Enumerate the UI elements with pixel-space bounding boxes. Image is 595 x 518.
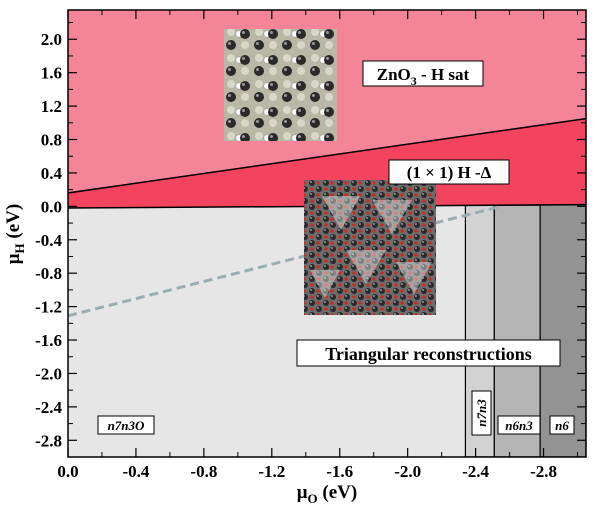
y-tick-label: 1.6 bbox=[41, 64, 62, 83]
x-tick-label: -2.8 bbox=[530, 462, 557, 481]
x-tick-label: -2.0 bbox=[394, 462, 421, 481]
x-tick-label: -2.4 bbox=[462, 462, 489, 481]
y-tick-label: 2.0 bbox=[41, 30, 62, 49]
label-n7n3O-text: n7n3O bbox=[108, 418, 145, 433]
label-zno3-h-sat: ZnO3 - H sat bbox=[362, 60, 484, 88]
label-n7n3O: n7n3O bbox=[97, 415, 155, 435]
y-tick-label: -2.8 bbox=[35, 431, 62, 450]
label-triangular: Triangular reconstructions bbox=[296, 339, 561, 367]
x-tick-label: -1.2 bbox=[258, 462, 285, 481]
y-tick-label: 0.8 bbox=[41, 131, 62, 150]
y-tick-label: -2.0 bbox=[35, 364, 62, 383]
label-zno3-h-sat-text: ZnO3 - H sat bbox=[377, 65, 470, 88]
label-h-delta: (1 × 1) H -Δ bbox=[388, 159, 510, 185]
y-axis-title: μH (eV) bbox=[3, 204, 27, 264]
triangular-highlight-shapes bbox=[310, 196, 432, 298]
y-tick-label: 0.0 bbox=[41, 197, 62, 216]
label-n6-text: n6 bbox=[555, 418, 569, 433]
x-axis-title: μO (eV) bbox=[297, 482, 357, 506]
x-tick-label: -0.4 bbox=[122, 462, 149, 481]
triangular-structure-image bbox=[304, 180, 436, 315]
x-tick-label: -0.8 bbox=[190, 462, 217, 481]
y-tick-label: -1.2 bbox=[35, 298, 62, 317]
label-h-delta-box bbox=[388, 159, 510, 185]
label-zno3-h-sat-box bbox=[362, 60, 484, 87]
region-h-delta bbox=[68, 118, 586, 209]
label-triangular-text: Triangular reconstructions bbox=[325, 344, 532, 364]
label-n7n3-text: n7n3 bbox=[474, 399, 489, 427]
label-triangular-box bbox=[296, 339, 561, 367]
x-tick-label: -1.6 bbox=[326, 462, 353, 481]
label-n6-box bbox=[549, 415, 575, 435]
label-h-delta-text: (1 × 1) H -Δ bbox=[407, 163, 492, 182]
y-tick-label: 0.4 bbox=[41, 164, 63, 183]
x-tick-label: 0.0 bbox=[57, 462, 78, 481]
y-tick-label: 1.2 bbox=[41, 97, 62, 116]
plot-frame bbox=[67, 9, 587, 458]
triangle-highlight-3 bbox=[310, 270, 340, 298]
triangle-highlight-0 bbox=[322, 196, 360, 230]
label-n7n3-box bbox=[471, 390, 492, 436]
label-n7n3O-box bbox=[97, 415, 155, 435]
label-n7n3: n7n3 bbox=[471, 390, 492, 436]
y-tick-label: -2.4 bbox=[35, 398, 62, 417]
y-tick-label: -0.4 bbox=[35, 231, 62, 250]
label-n6: n6 bbox=[549, 415, 575, 435]
triangle-highlight-2 bbox=[346, 250, 386, 284]
y-tick-label: -0.8 bbox=[35, 264, 62, 283]
label-n6n3-box bbox=[497, 415, 541, 435]
y-tick-label: -1.6 bbox=[35, 331, 62, 350]
triangle-highlight-4 bbox=[396, 262, 432, 294]
label-n6n3-text: n6n3 bbox=[505, 418, 533, 433]
triangle-highlight-1 bbox=[372, 200, 412, 234]
label-n6n3: n6n3 bbox=[497, 415, 541, 435]
boundary-line-1 bbox=[68, 117, 586, 194]
zno3-structure-image bbox=[224, 29, 337, 141]
